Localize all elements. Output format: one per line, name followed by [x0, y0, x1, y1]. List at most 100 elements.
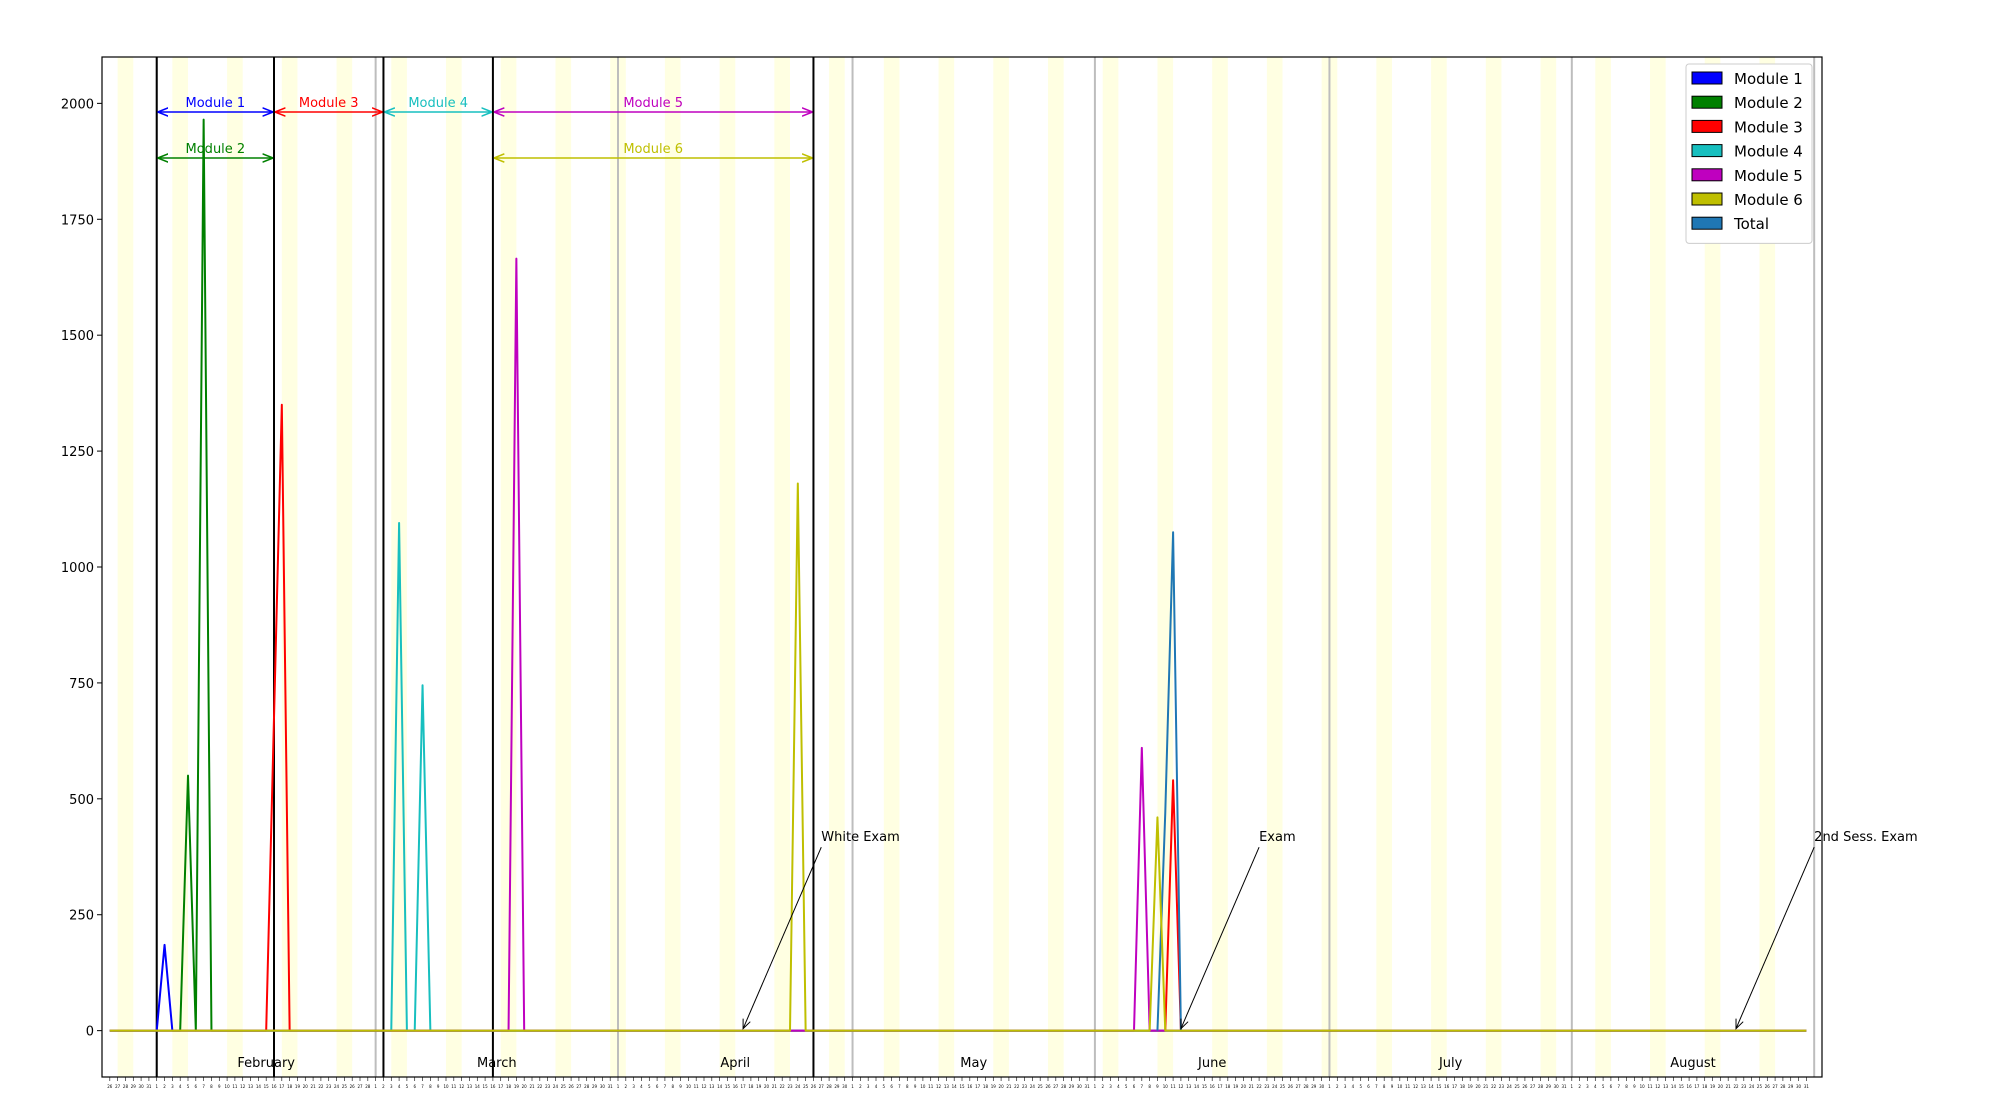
x-tick-label: 22: [1733, 1084, 1739, 1089]
x-tick-label: 26: [1045, 1084, 1051, 1089]
x-tick-label: 4: [1117, 1084, 1120, 1089]
month-label: March: [477, 1056, 517, 1071]
x-tick-label: 9: [1633, 1084, 1636, 1089]
x-tick-label: 27: [576, 1084, 582, 1089]
weekend-band: [1266, 57, 1283, 1077]
x-tick-label: 24: [1749, 1084, 1755, 1089]
x-tick-label: 20: [303, 1084, 309, 1089]
x-tick-label: 10: [443, 1084, 449, 1089]
x-tick-label: 28: [1538, 1084, 1544, 1089]
x-tick-label: 13: [1421, 1084, 1427, 1089]
x-tick-label: 5: [187, 1084, 190, 1089]
x-tick-label: 6: [890, 1084, 893, 1089]
x-tick-label: 5: [1125, 1084, 1128, 1089]
x-tick-label: 10: [1163, 1084, 1169, 1089]
annotation-arrowhead: [1735, 1018, 1744, 1030]
x-tick-label: 24: [334, 1084, 340, 1089]
y-tick-label: 1500: [61, 329, 94, 344]
x-tick-label: 22: [1491, 1084, 1497, 1089]
x-tick-label: 1: [1094, 1084, 1097, 1089]
month-label: May: [960, 1056, 987, 1071]
weekend-band: [1102, 57, 1119, 1077]
x-tick-label: 13: [709, 1084, 715, 1089]
x-tick-label: 17: [1452, 1084, 1458, 1089]
x-tick-label: 11: [1171, 1084, 1177, 1089]
annotation-arrow: [1735, 846, 1815, 1029]
x-tick-label: 25: [1280, 1084, 1286, 1089]
x-tick-label: 12: [1178, 1084, 1184, 1089]
x-tick-label: 4: [875, 1084, 878, 1089]
x-tick-label: 1: [851, 1084, 854, 1089]
annotation-arrowhead: [742, 1018, 751, 1030]
x-tick-label: 21: [1726, 1084, 1732, 1089]
x-tick-label: 22: [537, 1084, 543, 1089]
x-tick-label: 4: [398, 1084, 401, 1089]
x-tick-label: 1: [155, 1084, 158, 1089]
x-tick-label: 7: [1141, 1084, 1144, 1089]
weekend-band: [774, 57, 790, 1077]
x-tick-label: 19: [1710, 1084, 1716, 1089]
x-tick-label: 17: [1217, 1084, 1223, 1089]
weekend-band: [1595, 57, 1611, 1077]
x-tick-label: 23: [326, 1084, 332, 1089]
x-tick-label: 14: [1671, 1084, 1677, 1089]
x-tick-label: 5: [406, 1084, 409, 1089]
x-tick-label: 26: [811, 1084, 817, 1089]
x-tick-label: 6: [656, 1084, 659, 1089]
x-tick-label: 7: [1375, 1084, 1378, 1089]
x-tick-label: 27: [1053, 1084, 1059, 1089]
x-tick-label: 17: [975, 1084, 981, 1089]
y-tick-label: 1000: [61, 561, 94, 576]
x-tick-label: 25: [803, 1084, 809, 1089]
x-tick-label: 25: [1757, 1084, 1763, 1089]
x-tick-label: 20: [764, 1084, 770, 1089]
x-tick-label: 2: [1101, 1084, 1104, 1089]
x-tick-label: 19: [295, 1084, 301, 1089]
month-label: April: [720, 1056, 750, 1071]
x-tick-label: 5: [1602, 1084, 1605, 1089]
y-tick-label: 1750: [61, 213, 94, 228]
x-axis: 26 27 28 29 30 31 1 2 3 4 5 6 7 8 9 10 11 12 13 14 15 16 17 18 1…: [107, 1077, 1809, 1089]
x-tick-label: 13: [1186, 1084, 1192, 1089]
x-tick-label: 19: [514, 1084, 520, 1089]
y-axis: 0 250 500 750 1000 1250 1500 1750 2000: [61, 97, 102, 1040]
x-tick-label: 30: [1796, 1084, 1802, 1089]
x-tick-label: 2: [625, 1084, 628, 1089]
y-tick-label: 0: [86, 1025, 94, 1040]
x-tick-label: 30: [1554, 1084, 1560, 1089]
weekend-band: [555, 57, 572, 1077]
x-tick-label: 29: [1311, 1084, 1317, 1089]
weekend-band: [829, 57, 845, 1077]
x-tick-label: 21: [1006, 1084, 1012, 1089]
x-tick-label: 22: [780, 1084, 786, 1089]
x-tick-label: 11: [928, 1084, 934, 1089]
x-tick-label: 23: [787, 1084, 793, 1089]
x-tick-label: 1: [617, 1084, 620, 1089]
x-tick-label: 21: [529, 1084, 535, 1089]
y-tick-label: 750: [69, 677, 94, 692]
y-tick-label: 500: [69, 793, 94, 808]
x-tick-label: 23: [545, 1084, 551, 1089]
weekend-band: [1485, 57, 1502, 1077]
weekend-band: [1212, 57, 1228, 1077]
x-tick-label: 9: [1156, 1084, 1159, 1089]
month-label: February: [237, 1056, 295, 1071]
x-tick-label: 5: [1359, 1084, 1362, 1089]
legend-swatch: [1691, 71, 1723, 85]
x-tick-label: 7: [664, 1084, 667, 1089]
x-tick-label: 28: [584, 1084, 590, 1089]
weekend-band: [1431, 57, 1447, 1077]
annotation-arrowhead: [1180, 1018, 1189, 1030]
x-tick-label: 2: [1336, 1084, 1339, 1089]
legend-label: Module 6: [1734, 191, 1803, 209]
legend-swatch: [1691, 95, 1723, 109]
x-tick-label: 23: [1264, 1084, 1270, 1089]
x-tick-label: 27: [1296, 1084, 1302, 1089]
weekend-band: [883, 57, 900, 1077]
x-tick-label: 20: [1241, 1084, 1247, 1089]
x-tick-label: 20: [522, 1084, 528, 1089]
x-tick-label: 14: [475, 1084, 481, 1089]
x-tick-label: 17: [741, 1084, 747, 1089]
x-tick-label: 3: [1344, 1084, 1347, 1089]
